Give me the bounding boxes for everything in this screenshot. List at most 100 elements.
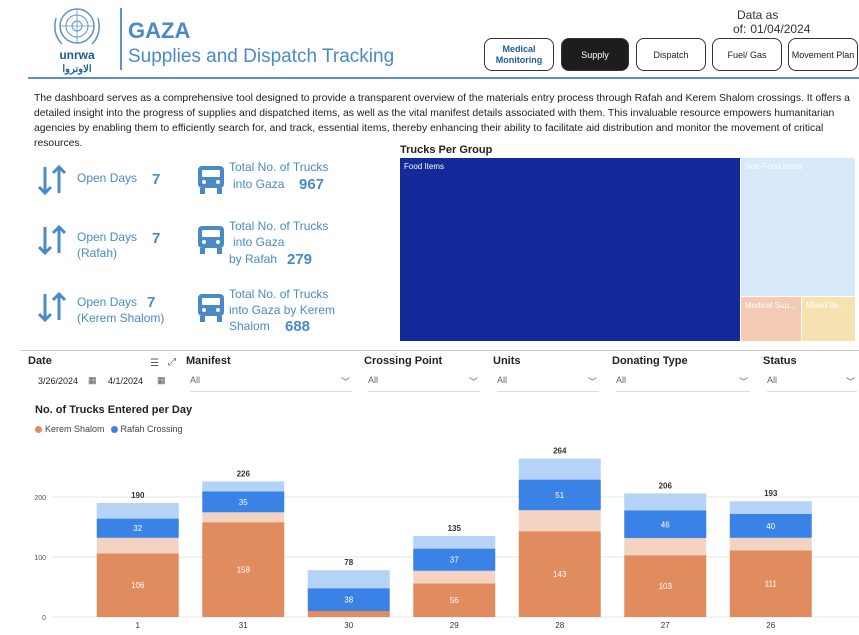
expand-icon[interactable]: ⤢: [168, 357, 176, 368]
bar-kerem-shalom: [96, 553, 179, 617]
bar-total-label: 193: [764, 489, 778, 498]
open-days-value: 7: [152, 171, 161, 188]
crossing-select[interactable]: All ﹀: [368, 375, 480, 392]
bar-kerem-shalom-other: [413, 570, 496, 584]
treemap-food-items[interactable]: Food Items: [400, 158, 740, 341]
bar-total-label: 190: [131, 491, 145, 500]
bar-rafah-other: [413, 536, 496, 549]
dashboard-description: The dashboard serves as a comprehensive …: [34, 93, 850, 149]
open-days-ks-arrows-icon: [37, 291, 67, 323]
bar-kerem-shalom-label: 103: [659, 582, 673, 591]
bar-rafah: [413, 548, 496, 571]
chevron-down-icon: ﹀: [468, 377, 478, 387]
open-days-rafah-label: Open Days: [77, 230, 138, 244]
date-from-input[interactable]: 3/26/2024: [38, 376, 79, 386]
units-select-value: All: [497, 375, 508, 385]
bar-kerem-shalom-label: 56: [450, 596, 459, 605]
section-divider: [20, 350, 859, 351]
trucks-ks-label: Total No. of Trucks: [229, 287, 329, 301]
crossing-select-value: All: [368, 375, 379, 385]
treemap-non-food-items[interactable]: Non-Food Items: [741, 158, 855, 296]
bar-rafah-other: [518, 458, 601, 480]
legend-rafah-dot: [110, 425, 118, 433]
truck-ks-icon: [198, 294, 224, 322]
open-days-arrows-icon: [37, 164, 67, 196]
nav-medical-monitoring-button[interactable]: Medical Monitoring: [484, 38, 554, 71]
filter-units-label: Units: [493, 355, 521, 367]
unrwa-logo-icon: unrwa الاونروا: [54, 8, 100, 75]
x-tick-label: 1: [136, 621, 141, 630]
donating-select-value: All: [616, 375, 627, 385]
manifest-select[interactable]: All ﹀: [190, 375, 352, 392]
bar-kerem-shalom-other: [518, 510, 601, 532]
bar-rafah-other: [729, 501, 812, 514]
bar-total-label: 264: [553, 447, 567, 456]
bar-rafah-other: [307, 570, 390, 589]
filter-status-label: Status: [763, 355, 797, 367]
header: unrwa الاونروا GAZA Supplies and Dispatc…: [0, 0, 859, 80]
bar-rafah-label: 51: [555, 491, 564, 500]
bar-rafah-label: 35: [239, 498, 248, 507]
bar-kerem-shalom: [729, 550, 812, 617]
open-days-label: Open Days: [77, 171, 138, 185]
trucks-rafah-sublabel: into Gaza: [233, 235, 285, 249]
bar-kerem-shalom-other: [729, 537, 812, 551]
legend-rafah: Rafah Crossing: [120, 424, 183, 434]
trucks-ks-sublabel-2: Shalom: [229, 319, 270, 333]
legend-kerem-shalom-dot: [35, 425, 42, 433]
trucks-per-day-chart: 0 100 200 106 32 190 1 158 35 226 31 38 78 30 56 37 135 2…: [34, 447, 859, 630]
x-tick-label: 29: [450, 621, 459, 630]
bar-kerem-shalom-other: [96, 537, 179, 554]
filter-donating-label: Donating Type: [612, 355, 688, 367]
page-subtitle: Supplies and Dispatch Tracking: [128, 46, 395, 67]
status-select-value: All: [767, 375, 778, 385]
bar-kerem-shalom-other: [624, 538, 707, 556]
units-select[interactable]: All ﹀: [497, 375, 599, 392]
bar-rafah: [307, 588, 390, 611]
trucks-rafah-sublabel-2: by Rafah: [229, 252, 278, 266]
date-to-calendar-icon[interactable]: ▦: [157, 375, 166, 385]
status-select[interactable]: All ﹀: [767, 375, 857, 392]
nav-dispatch-button[interactable]: Dispatch: [636, 38, 706, 71]
bar-rafah-other: [624, 493, 707, 511]
nav-supply-button[interactable]: Supply: [561, 38, 629, 71]
bar-rafah-label: 38: [344, 596, 353, 605]
manifest-select-value: All: [190, 375, 201, 385]
svg-text:unrwa: unrwa: [59, 48, 95, 62]
bar-kerem-shalom: [307, 611, 390, 617]
bar-kerem-shalom-label: 143: [553, 570, 567, 579]
bar-total-label: 135: [448, 524, 462, 533]
trucks-total-label: Total No. of Trucks: [229, 160, 329, 174]
trucks-ks-value: 688: [285, 318, 311, 335]
asof-label: Data as of:: [733, 8, 779, 36]
trucks-total-value: 967: [299, 176, 325, 193]
filter-date-label: Date: [28, 355, 52, 367]
bar-rafah-label: 37: [450, 556, 459, 565]
open-days-ks-value: 7: [147, 294, 156, 311]
logo-separator: [120, 8, 122, 70]
bar-rafah-label: 32: [133, 524, 142, 533]
bar-rafah-other: [202, 481, 285, 492]
treemap-medical-supplies[interactable]: Medical Sup...: [741, 297, 801, 341]
open-days-ks-label: Open Days: [77, 295, 138, 309]
x-tick-label: 31: [239, 621, 248, 630]
bar-total-label: 226: [237, 469, 251, 478]
bar-kerem-shalom: [518, 531, 601, 617]
treemap-mixed-items[interactable]: Mixed Ite...: [802, 297, 855, 341]
nav-movement-plan-button[interactable]: Movement Plan: [788, 38, 858, 71]
bar-kerem-shalom-label: 158: [237, 566, 251, 575]
donating-select[interactable]: All ﹀: [616, 375, 750, 392]
trucks-rafah-value: 279: [287, 251, 313, 268]
date-from-calendar-icon[interactable]: ▦: [88, 375, 97, 385]
bar-rafah-other: [96, 503, 179, 519]
filter-clear-icon[interactable]: ☰: [150, 358, 159, 369]
bar-rafah: [624, 510, 707, 539]
bar-rafah-label: 46: [661, 520, 670, 529]
bar-kerem-shalom: [202, 522, 285, 617]
bar-kerem-shalom: [624, 555, 707, 617]
bar-rafah: [202, 491, 285, 513]
nav-fuel-gas-button[interactable]: Fuel/ Gas: [712, 38, 782, 71]
date-to-input[interactable]: 4/1/2024: [108, 376, 144, 386]
bar-rafah: [729, 513, 812, 538]
bar-kerem-shalom: [413, 583, 496, 617]
